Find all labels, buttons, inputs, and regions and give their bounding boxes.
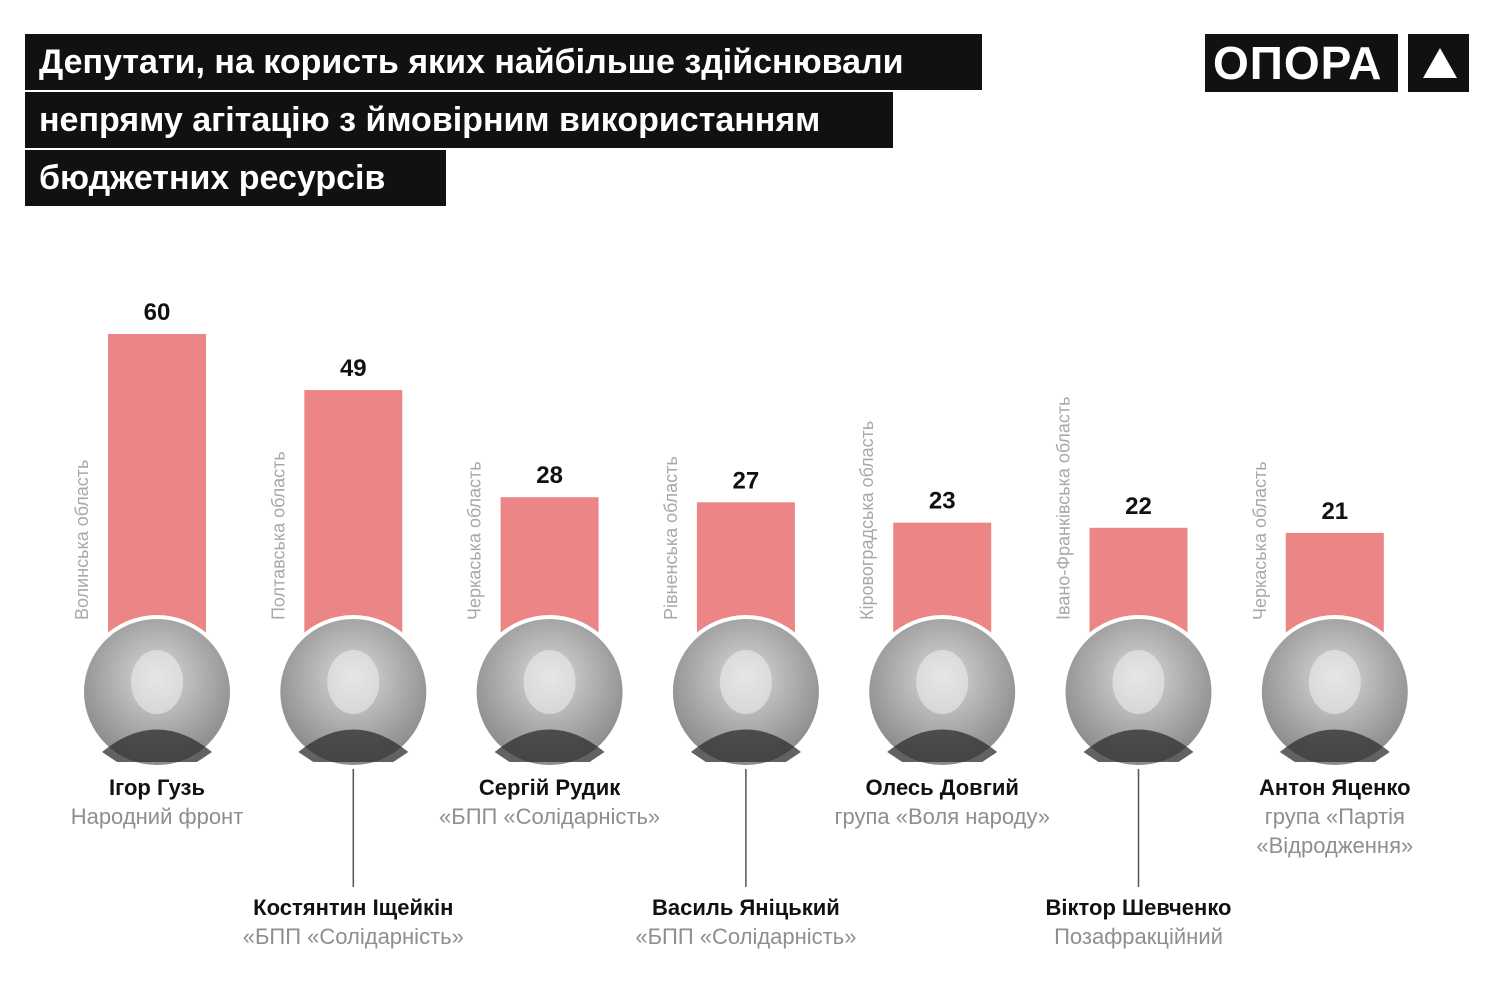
title-line-2: непряму агітацію з ймовірним використанн… [25, 92, 893, 148]
deputy-name: Василь Яніцький [652, 895, 840, 920]
deputy-party: Народний фронт [71, 804, 244, 829]
deputy-name: Сергій Рудик [479, 775, 621, 800]
portrait-head [131, 650, 183, 714]
deputy-name: Ігор Гузь [109, 775, 205, 800]
portrait-head [916, 650, 969, 714]
deputy-name: Олесь Довгий [865, 775, 1018, 800]
region-label: Кіровоградська область [857, 421, 877, 620]
region-label: Черкаська область [1250, 461, 1270, 620]
logo-text: ОПОРА [1213, 37, 1383, 89]
portrait-head [327, 650, 380, 714]
value-label: 60 [144, 299, 171, 326]
triangle-icon [1423, 48, 1457, 78]
region-label: Черкаська область [465, 461, 485, 620]
bar [108, 334, 206, 640]
region-label: Івано-Франківська область [1054, 396, 1074, 620]
deputy-party: «Відродження» [1256, 833, 1413, 858]
deputy-party: група «Воля народу» [834, 804, 1050, 829]
title-line-1: Депутати, на користь яких найбільше здій… [25, 34, 982, 90]
deputy-name: Антон Яценко [1259, 775, 1411, 800]
deputy-name: Віктор Шевченко [1046, 895, 1232, 920]
deputy-name: Костянтин Іщейкін [253, 895, 453, 920]
portrait-shoulders [1083, 729, 1194, 762]
portrait-head [719, 650, 772, 714]
portrait-head [523, 650, 576, 714]
deputy-party: «БПП «Солідарність» [635, 924, 856, 949]
deputy-party: «БПП «Солідарність» [439, 804, 660, 829]
portrait-shoulders [494, 729, 605, 762]
region-label: Волинська область [72, 460, 92, 620]
portrait-shoulders [887, 729, 998, 762]
value-label: 49 [340, 355, 367, 382]
region-label: Полтавська область [268, 451, 288, 620]
portrait-head [1308, 650, 1361, 714]
title-line-3: бюджетних ресурсів [25, 150, 446, 206]
value-label: 28 [536, 462, 563, 489]
value-label: 23 [929, 488, 956, 515]
deputy-party: «БПП «Солідарність» [243, 924, 464, 949]
logo-separator [1398, 34, 1408, 92]
region-label: Рівненська область [661, 456, 681, 620]
value-label: 27 [733, 467, 760, 494]
portrait-head [1112, 650, 1165, 714]
portrait-shoulders [102, 729, 212, 762]
value-label: 21 [1321, 498, 1348, 525]
value-label: 22 [1125, 493, 1152, 520]
deputy-party: група «Партія [1265, 804, 1405, 829]
portrait-shoulders [298, 729, 409, 762]
deputy-party: Позафракційний [1054, 924, 1223, 949]
portrait-shoulders [690, 729, 801, 762]
portrait-shoulders [1279, 729, 1390, 762]
bar [304, 390, 403, 640]
opora-logo: ОПОРА [1205, 34, 1469, 92]
